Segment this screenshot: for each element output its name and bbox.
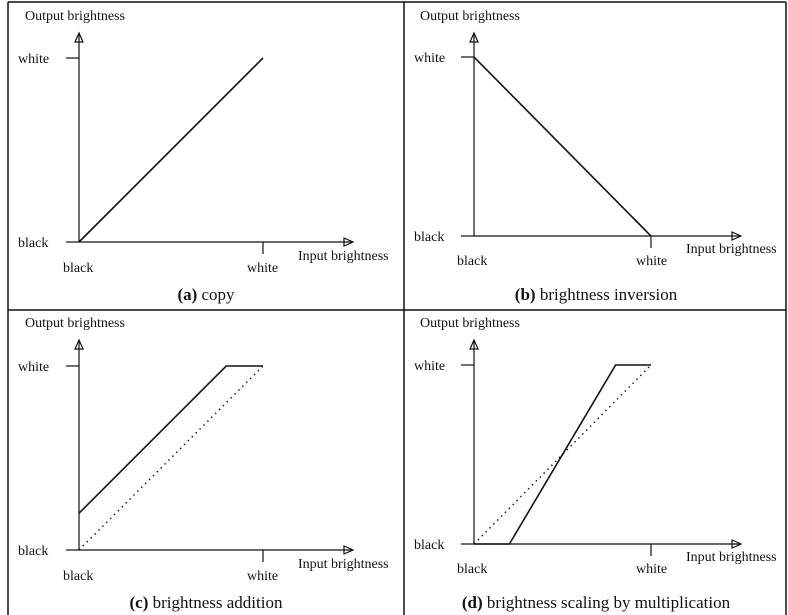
panel-d-caption-text: brightness scaling by multiplication xyxy=(483,593,731,612)
panel-a-y-label: Output brightness xyxy=(25,9,125,24)
panel-a-caption-text: copy xyxy=(197,285,235,304)
panel-d-x-label: Input brightness xyxy=(686,550,777,565)
panel-d-y-tick-low-label: black xyxy=(414,538,444,553)
panel-a-caption: (a) copy xyxy=(177,285,235,304)
panel-c-x-tick-low-label: black xyxy=(63,569,93,584)
panel-c-y-label: Output brightness xyxy=(25,316,125,331)
panel-a-x-label: Input brightness xyxy=(298,249,389,264)
panel-b-y-arrow xyxy=(469,31,479,43)
panel-b-transfer-curve xyxy=(473,56,652,237)
panel-a-y-tick-low-label: black xyxy=(18,236,48,251)
panel-b-caption-letter: (b) xyxy=(515,285,536,304)
panel-c-y-tick-low-label: black xyxy=(18,544,48,559)
panel-c: Output brightness white black black whit… xyxy=(18,316,389,612)
panel-a-x-tick-low-label: black xyxy=(63,261,93,276)
panel-d-x-arrow xyxy=(731,539,743,549)
panel-c-transfer-curve xyxy=(78,365,263,514)
panel-b-y-label: Output brightness xyxy=(420,9,520,24)
panel-b: Output brightness white black black whit… xyxy=(414,9,777,304)
panel-d-y-arrow xyxy=(469,338,479,350)
panel-d-x-tick-high-label: white xyxy=(636,562,667,577)
panel-a-caption-letter: (a) xyxy=(177,285,197,304)
panel-c-x-tick-high-label: white xyxy=(247,569,278,584)
panel-c-x-arrow xyxy=(343,545,355,555)
panel-d: Output brightness white black black whit… xyxy=(414,316,777,612)
panel-d-identity-reference-line xyxy=(473,364,652,545)
panel-d-caption-letter: (d) xyxy=(462,593,483,612)
panel-a-x-arrow xyxy=(343,237,355,247)
panel-c-identity-reference-line xyxy=(78,365,264,551)
panel-d-transfer-curve xyxy=(474,364,651,545)
panel-c-caption: (c) brightness addition xyxy=(130,593,283,612)
panel-b-x-tick-high-label: white xyxy=(636,254,667,269)
panel-b-x-tick-low-label: black xyxy=(457,254,487,269)
panel-c-y-arrow xyxy=(74,338,84,350)
panel-c-y-tick-high-label: white xyxy=(18,360,49,375)
panel-c-caption-text: brightness addition xyxy=(148,593,283,612)
panel-b-x-label: Input brightness xyxy=(686,242,777,257)
panel-b-y-tick-low-label: black xyxy=(414,230,444,245)
panel-a-transfer-curve xyxy=(78,57,264,243)
panel-a: Output brightness white black black whit… xyxy=(18,9,389,304)
panel-b-caption-text: brightness inversion xyxy=(536,285,678,304)
panel-b-caption: (b) brightness inversion xyxy=(515,285,678,304)
panel-d-y-label: Output brightness xyxy=(420,316,520,331)
panel-d-y-tick-high-label: white xyxy=(414,359,445,374)
panel-a-x-tick-high-label: white xyxy=(247,261,278,276)
panel-a-y-tick-high-label: white xyxy=(18,52,49,67)
panel-a-y-arrow xyxy=(74,31,84,43)
panel-b-x-arrow xyxy=(731,231,743,241)
panel-c-x-label: Input brightness xyxy=(298,557,389,572)
panel-d-x-tick-low-label: black xyxy=(457,562,487,577)
panel-b-y-tick-high-label: white xyxy=(414,51,445,66)
panel-c-caption-letter: (c) xyxy=(130,593,149,612)
panel-d-caption: (d) brightness scaling by multiplication xyxy=(462,593,731,612)
